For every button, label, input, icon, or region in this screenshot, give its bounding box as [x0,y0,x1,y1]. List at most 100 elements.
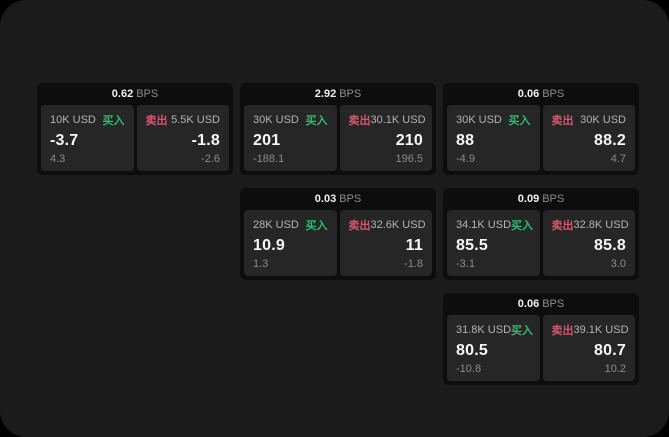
sell-panel[interactable]: 卖出 30.1K USD 210 196.5 [339,105,432,171]
sell-panel[interactable]: 卖出 32.6K USD 11 -1.8 [339,210,432,276]
buy-panel[interactable]: 28K USD 买入 10.9 1.3 [244,210,337,276]
sell-panel-top: 卖出 30.1K USD [348,112,426,128]
bps-value: 0.03 [314,193,337,205]
card-body: 10K USD 买入 -3.7 4.3 卖出 5.5K USD -1.8 -2.… [37,105,233,175]
sell-price: -1.8 [191,131,220,149]
card-header: 2.92 BPS [240,83,436,105]
sell-amount: 32.8K USD [573,219,629,231]
sell-delta: 10.2 [604,363,626,375]
buy-delta: -10.8 [456,363,482,375]
card-header: 0.62 BPS [37,83,233,105]
buy-panel[interactable]: 10K USD 买入 -3.7 4.3 [41,105,134,171]
buy-label: 买入 [511,220,534,232]
sell-label: 卖出 [551,115,574,127]
bps-unit-label: BPS [542,88,565,100]
sell-label: 卖出 [551,325,574,337]
sell-delta: 4.7 [610,153,626,165]
sell-amount: 30.1K USD [370,114,426,126]
card-header: 0.06 BPS [443,83,639,105]
buy-label: 买入 [305,115,328,127]
buy-panel[interactable]: 30K USD 买入 201 -188.1 [244,105,337,171]
buy-label: 买入 [511,325,534,337]
buy-amount: 28K USD [253,219,299,231]
buy-label: 买入 [102,115,125,127]
card-header: 0.03 BPS [240,188,436,210]
sell-price: 88.2 [594,131,626,149]
sell-label: 卖出 [348,115,371,127]
sell-delta: 196.5 [395,153,423,165]
buy-price: 201 [253,131,281,149]
bps-value: 0.62 [111,88,134,100]
buy-amount: 10K USD [50,114,96,126]
bps-unit-label: BPS [136,88,159,100]
sell-panel-top: 卖出 32.6K USD [348,217,426,233]
buy-price: -3.7 [50,131,79,149]
quote-card: 0.03 BPS 28K USD 买入 10.9 1.3 卖出 32.6K USD… [240,188,436,280]
card-body: 34.1K USD 买入 85.5 -3.1 卖出 32.8K USD 85.8… [443,210,639,280]
card-grid: 0.62 BPS 10K USD 买入 -3.7 4.3 卖出 5.5K USD … [37,83,639,385]
buy-panel-top: 30K USD 买入 [456,112,531,128]
bps-unit-label: BPS [542,193,565,205]
sell-panel[interactable]: 卖出 39.1K USD 80.7 10.2 [542,315,635,381]
buy-price: 88 [456,131,475,149]
sell-panel[interactable]: 卖出 5.5K USD -1.8 -2.6 [136,105,229,171]
quote-card: 0.06 BPS 31.8K USD 买入 80.5 -10.8 卖出 39.1K… [443,293,639,385]
sell-panel[interactable]: 卖出 32.8K USD 85.8 3.0 [542,210,635,276]
card-body: 30K USD 买入 88 -4.9 卖出 30K USD 88.2 4.7 [443,105,639,175]
sell-price: 85.8 [594,236,626,254]
buy-panel[interactable]: 34.1K USD 买入 85.5 -3.1 [447,210,540,276]
sell-amount: 39.1K USD [573,324,629,336]
bps-value: 0.06 [517,298,540,310]
quote-card: 0.62 BPS 10K USD 买入 -3.7 4.3 卖出 5.5K USD … [37,83,233,175]
sell-label: 卖出 [348,220,371,232]
buy-label: 买入 [508,115,531,127]
quote-card: 0.06 BPS 30K USD 买入 88 -4.9 卖出 30K USD 88… [443,83,639,175]
sell-panel[interactable]: 卖出 30K USD 88.2 4.7 [542,105,635,171]
buy-delta: -3.1 [456,258,475,270]
buy-panel[interactable]: 31.8K USD 买入 80.5 -10.8 [447,315,540,381]
buy-panel-top: 28K USD 买入 [253,217,328,233]
sell-panel-top: 卖出 30K USD [552,112,627,128]
sell-panel-top: 卖出 32.8K USD [551,217,629,233]
card-body: 28K USD 买入 10.9 1.3 卖出 32.6K USD 11 -1.8 [240,210,436,280]
bps-value: 0.06 [517,88,540,100]
card-body: 31.8K USD 买入 80.5 -10.8 卖出 39.1K USD 80.… [443,315,639,385]
bps-value: 2.92 [314,88,337,100]
sell-label: 卖出 [551,220,574,232]
sell-price: 80.7 [594,341,626,359]
buy-panel-top: 34.1K USD 买入 [456,217,534,233]
card-body: 30K USD 买入 201 -188.1 卖出 30.1K USD 210 1… [240,105,436,175]
bps-unit-label: BPS [339,88,362,100]
sell-amount: 5.5K USD [171,114,220,126]
bps-value: 0.09 [517,193,540,205]
buy-delta: -4.9 [456,153,475,165]
buy-panel-top: 31.8K USD 买入 [456,322,534,338]
buy-label: 买入 [305,220,328,232]
sell-delta: -1.8 [404,258,423,270]
buy-delta: 1.3 [253,258,269,270]
buy-delta: -188.1 [253,153,285,165]
buy-price: 80.5 [456,341,488,359]
buy-panel-top: 10K USD 买入 [50,112,125,128]
buy-price: 85.5 [456,236,488,254]
buy-amount: 30K USD [456,114,502,126]
sell-label: 卖出 [145,115,168,127]
sell-price: 210 [395,131,423,149]
buy-panel-top: 30K USD 买入 [253,112,328,128]
buy-panel[interactable]: 30K USD 买入 88 -4.9 [447,105,540,171]
sell-delta: -2.6 [201,153,220,165]
sell-price: 11 [405,236,423,254]
card-header: 0.09 BPS [443,188,639,210]
buy-delta: 4.3 [50,153,66,165]
sell-panel-top: 卖出 5.5K USD [146,112,221,128]
buy-amount: 34.1K USD [456,219,512,231]
sell-amount: 32.6K USD [370,219,426,231]
quote-card: 0.09 BPS 34.1K USD 买入 85.5 -3.1 卖出 32.8K … [443,188,639,280]
buy-amount: 31.8K USD [456,324,512,336]
card-header: 0.06 BPS [443,293,639,315]
sell-amount: 30K USD [580,114,626,126]
sell-delta: 3.0 [610,258,626,270]
sell-panel-top: 卖出 39.1K USD [551,322,629,338]
